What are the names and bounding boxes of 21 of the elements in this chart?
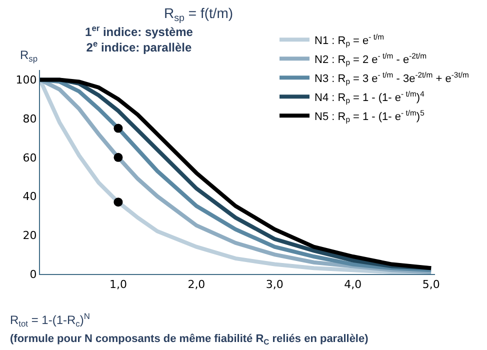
- x-tick-label: 2,0: [188, 278, 206, 292]
- text: R$_{tot}$ = 1-(1-R$_{c}$)$^{N}$: [10, 311, 90, 329]
- y-tick-label: 100: [16, 74, 37, 87]
- x-tick-label: 3,0: [266, 278, 284, 292]
- legend-label: N5 : R$_{p}$ = 1 - (1- e$^{- t/m}$)$^{5}$: [314, 108, 424, 124]
- y-tick-label: 80: [22, 112, 37, 126]
- legend-label: N3 : R$_{p}$ = 3 e$^{- t/m}$ - 3e$^{-2t/m}$ + e$^{-3t/m}$: [314, 70, 469, 86]
- chart-subtitle: 1$^{er}$ indice: système 2$^{e}$ indice: parallèle: [85, 23, 194, 55]
- y-tick-label: 20: [22, 228, 37, 242]
- legend-label: N2 : R$_{p}$ = 2 e$^{- t/m}$ - e$^{-2t/m}$: [314, 51, 427, 68]
- x-tick-label: 1,0: [109, 278, 127, 292]
- legend-label: N4 : R$_{p}$ = 1 - (1- e$^{- t/m}$)$^{4}$: [314, 89, 426, 106]
- x-tick-label: 5,0: [422, 278, 440, 292]
- legend-label: N1 : R$_{p}$ = e$^{- t/m}$: [314, 32, 384, 48]
- y-axis-title: R$_{sp}$: [20, 48, 38, 64]
- chart-title: R$_{sp}$ = f(t/m): [164, 5, 234, 24]
- x-tick-label: 4,0: [344, 278, 362, 292]
- text: (formule pour N composants de même fiabilité R$_{C}$ reliés en parallèle): [10, 333, 369, 346]
- y-tick-label: 40: [22, 190, 37, 204]
- y-tick-label: 60: [22, 151, 37, 164]
- y-tick-label: 0: [30, 268, 37, 281]
